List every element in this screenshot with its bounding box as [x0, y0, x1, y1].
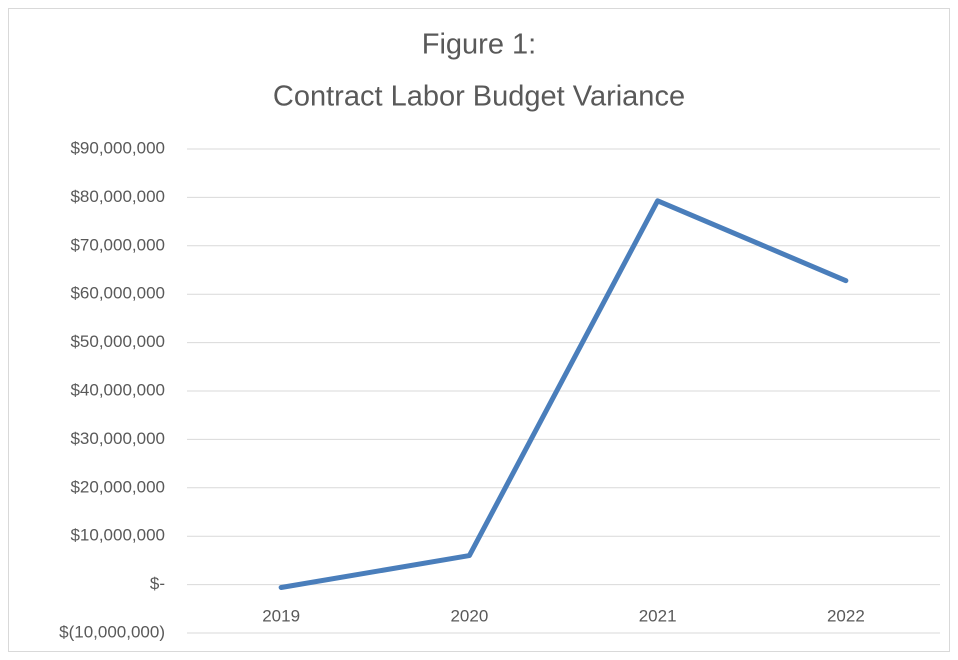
y-tick-label: $10,000,000: [70, 526, 165, 545]
y-tick-label: $(10,000,000): [59, 622, 165, 641]
y-tick-label: $60,000,000: [70, 284, 165, 303]
y-tick-label: $70,000,000: [70, 235, 165, 254]
y-tick-label: $-: [150, 574, 165, 593]
x-tick-label: 2020: [450, 606, 488, 625]
chart-title-line-1: Figure 1:: [422, 29, 536, 61]
y-tick-label: $90,000,000: [70, 138, 165, 157]
chart-border: [8, 8, 950, 652]
x-tick-label: 2022: [827, 606, 865, 625]
x-tick-label: 2019: [262, 606, 300, 625]
chart-title-line-2: Contract Labor Budget Variance: [273, 81, 685, 113]
y-tick-label: $50,000,000: [70, 332, 165, 351]
y-tick-label: $20,000,000: [70, 477, 165, 496]
x-tick-label: 2021: [639, 606, 677, 625]
y-tick-label: $40,000,000: [70, 380, 165, 399]
y-tick-label: $30,000,000: [70, 429, 165, 448]
y-tick-label: $80,000,000: [70, 187, 165, 206]
series-line: [278, 198, 849, 591]
